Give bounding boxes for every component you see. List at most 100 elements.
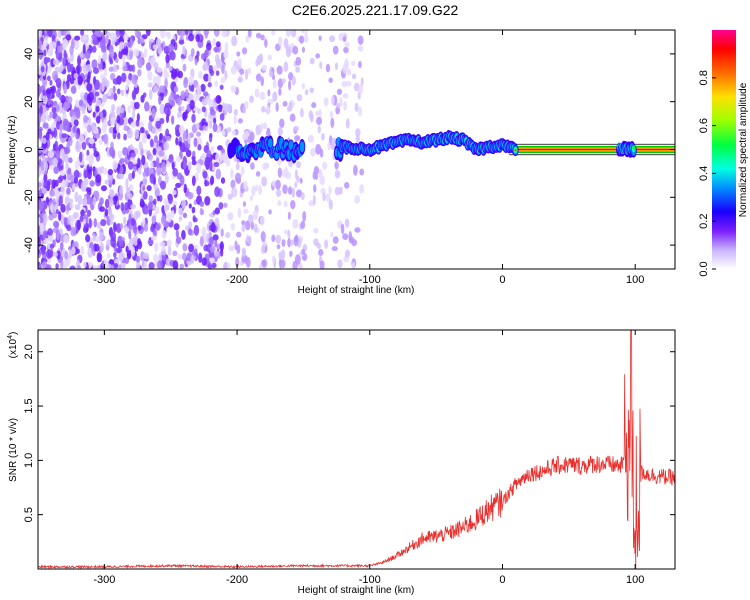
- heatmap-cell: [294, 169, 298, 180]
- heatmap-cell: [100, 242, 104, 253]
- heatmap-cell: [63, 216, 67, 228]
- heatmap-cell: [284, 229, 288, 235]
- heatmap-cell: [319, 148, 324, 158]
- heatmap-cell: [300, 220, 306, 230]
- heatmap-cell: [219, 113, 225, 121]
- heatmap-cell: [169, 51, 176, 61]
- heatmap-cell: [38, 265, 43, 269]
- heatmap-cell: [38, 167, 42, 176]
- top-y-tick-label: -40: [23, 237, 35, 253]
- heatmap-cell: [91, 30, 96, 34]
- heatmap-cell: [64, 250, 69, 262]
- heatmap-cell: [55, 209, 59, 215]
- heatmap-cell: [144, 207, 149, 215]
- heatmap-cell: [344, 218, 350, 228]
- heatmap-cell: [223, 102, 229, 114]
- heatmap-cell: [86, 94, 91, 104]
- heatmap-cell: [52, 211, 58, 219]
- heatmap-cell: [299, 35, 305, 44]
- heatmap-cell: [132, 224, 138, 234]
- top-y-axis-label: Frequency (Hz): [7, 116, 18, 185]
- y-multiplier-exponent: 4: [7, 335, 14, 339]
- heatmap-cell: [157, 260, 163, 269]
- heatmap-cell: [81, 141, 87, 150]
- heatmap-cell: [74, 204, 81, 211]
- heatmap-cell: [215, 94, 222, 104]
- heatmap-cell: [49, 79, 53, 86]
- heatmap-cell: [276, 65, 283, 75]
- heatmap-cell: [358, 83, 364, 95]
- heatmap-cell: [329, 35, 336, 43]
- heatmap-cell: [287, 211, 291, 220]
- heatmap-cell: [71, 246, 76, 255]
- heatmap-cell: [163, 141, 170, 151]
- bottom-y-tick-label: 1.5: [23, 398, 35, 413]
- heatmap-cell: [350, 60, 356, 66]
- heatmap-cell: [329, 110, 334, 119]
- heatmap-cell: [253, 223, 258, 233]
- heatmap-cell: [271, 30, 276, 36]
- heatmap-cell: [152, 229, 157, 237]
- heatmap-cell: [41, 186, 47, 196]
- heatmap-cell: [290, 239, 294, 246]
- heatmap-cell: [188, 228, 193, 236]
- heatmap-cell: [51, 106, 57, 114]
- heatmap-cell: [318, 35, 322, 41]
- heatmap-cell: [221, 155, 227, 161]
- heatmap-cell: [354, 227, 361, 233]
- heatmap-cell: [196, 84, 202, 95]
- heatmap-cell: [247, 67, 252, 75]
- heatmap-cell: [289, 113, 296, 122]
- heatmap-cell: [103, 67, 108, 77]
- heatmap-cell: [60, 204, 66, 213]
- heatmap-cell: [294, 135, 301, 142]
- heatmap-cell: [158, 95, 162, 105]
- top-y-tick-label: 0: [23, 146, 35, 152]
- heatmap-cell: [268, 209, 272, 215]
- heatmap-cell: [133, 48, 140, 57]
- heatmap-cell: [43, 237, 49, 244]
- heatmap-cell: [184, 89, 189, 97]
- heatmap-cell: [304, 35, 309, 43]
- heatmap-cell: [67, 96, 73, 104]
- heatmap-cell: [134, 210, 139, 221]
- heatmap-cell: [152, 253, 159, 263]
- heatmap-cell: [101, 45, 107, 53]
- heatmap-cell: [283, 38, 289, 49]
- heatmap-cell: [293, 125, 300, 132]
- heatmap-cell: [52, 251, 59, 257]
- signal-cell: [514, 149, 517, 152]
- heatmap-cell: [189, 99, 195, 110]
- heatmap-cell: [288, 71, 294, 81]
- heatmap-cell: [237, 118, 244, 124]
- heatmap-cell: [43, 180, 50, 189]
- y-multiplier-suffix: ): [8, 332, 19, 335]
- heatmap-cell: [85, 234, 91, 243]
- heatmap-cell: [38, 216, 41, 223]
- heatmap-cell: [308, 200, 315, 207]
- heatmap-cell: [42, 95, 47, 104]
- heatmap-cell: [239, 68, 245, 75]
- heatmap-cell: [240, 166, 245, 176]
- heatmap-cell: [353, 82, 360, 92]
- heatmap-cell: [82, 44, 86, 54]
- heatmap-cell: [161, 161, 167, 173]
- heatmap-cell: [140, 126, 145, 134]
- heatmap-cell: [127, 64, 134, 72]
- heatmap-cell: [171, 100, 176, 107]
- heatmap-cell: [195, 122, 200, 130]
- heatmap-cell: [223, 49, 229, 59]
- heatmap-cell: [119, 238, 124, 248]
- heatmap-cell: [214, 207, 221, 215]
- heatmap-cell: [351, 73, 357, 80]
- heatmap-cell: [315, 143, 322, 155]
- heatmap-cell: [357, 35, 364, 45]
- heatmap-cell: [178, 125, 185, 135]
- heatmap-cell: [58, 131, 64, 140]
- heatmap-cell: [146, 150, 151, 158]
- heatmap-cell: [260, 230, 266, 242]
- heatmap-cell: [309, 112, 314, 123]
- heatmap-cell: [292, 45, 299, 55]
- heatmap-cell: [122, 216, 127, 225]
